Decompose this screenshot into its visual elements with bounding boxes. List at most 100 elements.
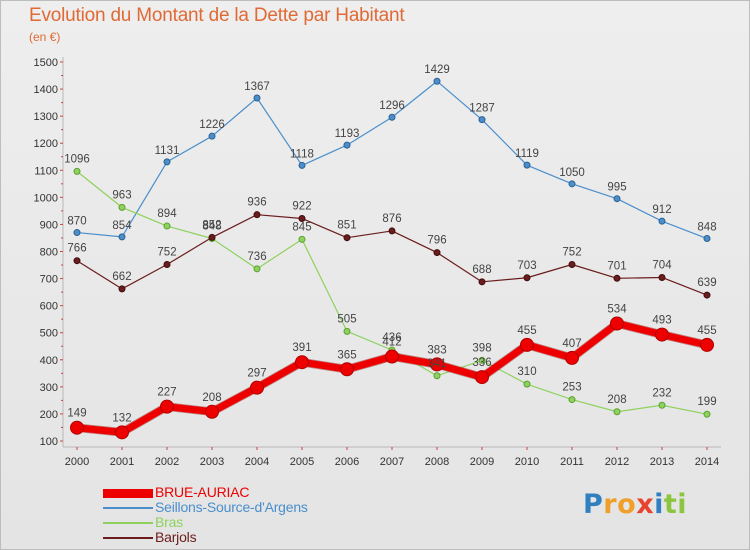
data-label: 848 xyxy=(202,221,221,233)
legend-label: Seillons-Source-d'Argens xyxy=(155,499,308,515)
series-point xyxy=(568,180,576,188)
series-point xyxy=(613,195,621,203)
data-label: 1296 xyxy=(379,100,405,112)
series-point xyxy=(385,349,399,364)
data-label: 455 xyxy=(697,325,716,337)
x-tick-label: 2009 xyxy=(470,456,494,468)
series-point xyxy=(703,291,711,299)
series-point xyxy=(658,401,666,409)
x-tick-label: 2007 xyxy=(380,456,404,468)
data-label: 688 xyxy=(472,264,491,276)
legend-label: Bras xyxy=(155,514,183,530)
series-point xyxy=(568,260,576,268)
data-label: 852 xyxy=(202,219,221,231)
series-point xyxy=(298,161,306,169)
x-tick-label: 2000 xyxy=(65,456,89,468)
series-point xyxy=(523,161,531,169)
data-label: 391 xyxy=(292,342,311,354)
legend-label: Barjols xyxy=(155,529,197,545)
data-label: 1367 xyxy=(244,81,270,93)
data-label: 336 xyxy=(472,357,491,369)
y-tick-label: 1300 xyxy=(34,111,58,123)
data-label: 704 xyxy=(652,259,672,271)
data-label: 297 xyxy=(247,368,266,380)
series-point xyxy=(388,113,396,121)
data-label: 1193 xyxy=(335,128,360,140)
y-tick-label: 400 xyxy=(40,355,58,367)
series-point xyxy=(610,316,624,331)
legend-swatch xyxy=(103,488,153,498)
series-point xyxy=(520,337,534,352)
logo-letter: i xyxy=(677,489,688,520)
series-point xyxy=(250,380,264,395)
x-tick-label: 2011 xyxy=(560,456,584,468)
data-label: 412 xyxy=(382,337,401,349)
y-tick-label: 1200 xyxy=(34,138,58,150)
data-label: 870 xyxy=(67,216,86,228)
series-point xyxy=(433,372,441,380)
data-label: 227 xyxy=(157,387,176,399)
data-label: 310 xyxy=(517,366,536,378)
data-label: 796 xyxy=(427,235,446,247)
data-label: 436 xyxy=(382,332,401,344)
data-label: 936 xyxy=(247,197,266,209)
data-label: 1429 xyxy=(424,64,450,76)
y-tick-label: 600 xyxy=(40,301,58,313)
series-point xyxy=(205,404,219,419)
series-point xyxy=(700,337,714,352)
legend-swatch xyxy=(103,537,153,539)
series-point xyxy=(70,420,84,435)
series-point xyxy=(655,327,669,342)
logo-letter: t xyxy=(663,489,678,520)
series-point xyxy=(298,235,306,243)
logo-letter: i xyxy=(654,489,664,520)
data-label: 253 xyxy=(562,382,581,394)
data-label: 1096 xyxy=(64,153,90,165)
x-tick-label: 2012 xyxy=(605,456,629,468)
data-label: 876 xyxy=(382,213,401,225)
data-label: 398 xyxy=(472,342,491,354)
legend-label: BRUE-AURIAC xyxy=(155,484,250,500)
series-point xyxy=(478,356,486,364)
series-point xyxy=(253,265,261,273)
series-point xyxy=(703,235,711,243)
data-label: 736 xyxy=(247,251,266,263)
series-point xyxy=(523,380,531,388)
data-label: 848 xyxy=(697,222,716,234)
data-label: 383 xyxy=(427,344,446,356)
data-label: 199 xyxy=(697,396,716,408)
series-point xyxy=(163,222,171,230)
data-label: 912 xyxy=(652,204,671,216)
series-point xyxy=(658,273,666,281)
series-point xyxy=(160,399,174,414)
data-label: 995 xyxy=(607,182,626,194)
series-point xyxy=(430,357,444,372)
y-tick-label: 500 xyxy=(40,328,58,340)
series-point xyxy=(208,233,216,241)
x-tick-label: 2005 xyxy=(290,456,314,468)
y-tick-label: 800 xyxy=(40,247,58,259)
series-point xyxy=(658,217,666,225)
data-label: 1050 xyxy=(559,167,585,179)
series-point xyxy=(73,167,81,175)
series-point xyxy=(433,249,441,257)
series-point xyxy=(118,203,126,211)
data-label: 639 xyxy=(697,277,716,289)
data-label: 1287 xyxy=(469,103,495,115)
series-point xyxy=(433,77,441,85)
data-label: 208 xyxy=(607,394,626,406)
series-point xyxy=(73,229,81,237)
data-label: 493 xyxy=(652,315,671,327)
series-point xyxy=(253,211,261,219)
line-chart-plot: 100 200 300 400 500 600 700 800 900 1000 1100 1200 1… xyxy=(34,57,721,468)
proxiti-logo: Proxiti xyxy=(583,489,687,520)
series-point xyxy=(208,132,216,140)
y-tick-label: 1000 xyxy=(34,192,58,204)
series-point xyxy=(295,355,309,370)
series-point xyxy=(343,327,351,335)
y-tick-label: 100 xyxy=(40,436,58,448)
legend-swatch xyxy=(103,507,153,509)
x-tick-label: 2004 xyxy=(245,456,269,468)
data-label: 132 xyxy=(112,412,131,424)
series-point xyxy=(475,370,489,385)
